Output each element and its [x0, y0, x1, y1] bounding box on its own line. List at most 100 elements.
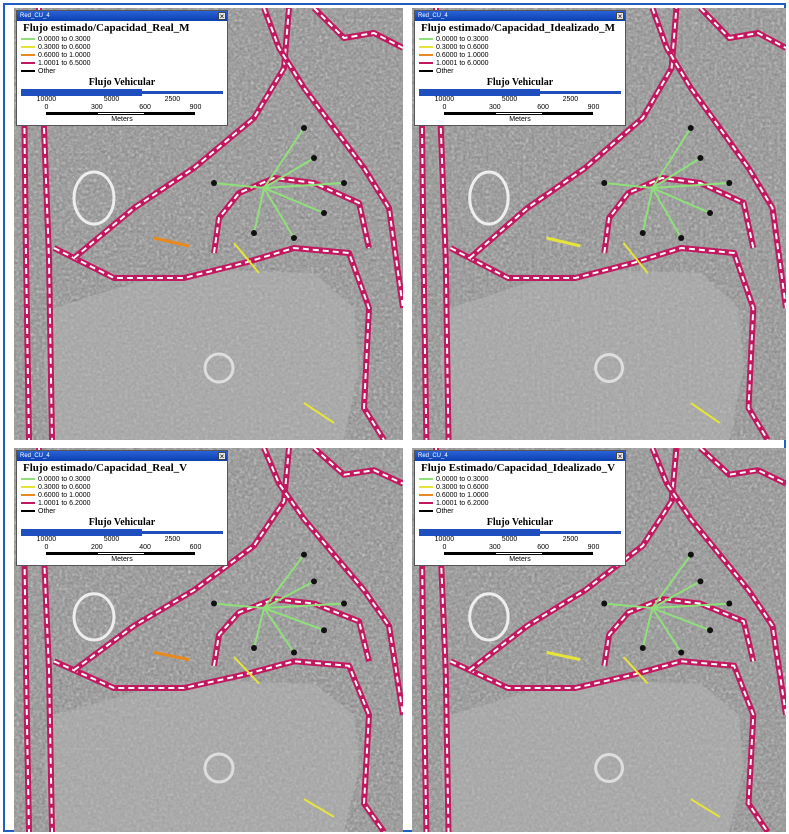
- legend-swatch: [21, 38, 35, 40]
- distance-label: 600: [139, 104, 151, 111]
- legend-window: Red_CU_4 ×Flujo estimado/Capacidad_Real_M…: [16, 10, 228, 126]
- scale-title: Flujo Vehicular: [415, 77, 625, 88]
- ruler-segment: [46, 112, 96, 115]
- node: [640, 645, 646, 651]
- node: [726, 601, 732, 607]
- legend-item: Other: [415, 507, 625, 515]
- flow-labels: 1000050002500: [415, 536, 625, 544]
- scale-title: Flujo Vehicular: [17, 77, 227, 88]
- scale-ruler: [415, 552, 625, 556]
- legend-label: 0.0000 to 0.3000: [38, 476, 91, 483]
- flow-label: 2500: [165, 96, 181, 103]
- legend-window: Red_CU_4×Flujo Estimado/Capacidad_Ideali…: [414, 450, 626, 566]
- legend-swatch: [21, 478, 35, 480]
- node: [321, 210, 327, 216]
- distance-labels: 0300600900: [415, 104, 625, 112]
- legend-item: 0.6000 to 1.0000: [415, 491, 625, 499]
- distance-label: 900: [588, 544, 600, 551]
- ruler-segment: [145, 112, 195, 115]
- ruler-segment: [495, 552, 543, 555]
- flow-label: 2500: [563, 96, 579, 103]
- node: [678, 649, 684, 655]
- node: [311, 155, 317, 161]
- map-panel: Red_CU_4×Flujo estimado/Capacidad_Ideali…: [412, 8, 786, 440]
- flow-label: 5000: [502, 536, 518, 543]
- ruler-segment: [495, 112, 543, 115]
- distance-label: 0: [442, 544, 446, 551]
- title-bar: Red_CU_4×: [17, 451, 227, 461]
- flow-bar: [21, 529, 223, 536]
- ruler-segment: [444, 552, 494, 555]
- legend-item: 0.0000 to 0.3000: [415, 35, 625, 43]
- flow-label: 10000: [435, 96, 454, 103]
- node: [341, 601, 347, 607]
- legend-item: 0.3000 to 0.6000: [17, 483, 227, 491]
- legend-title: Flujo estimado/Capacidad_Real_M: [17, 21, 227, 35]
- distance-unit: Meters: [415, 116, 625, 123]
- legend-label: Other: [436, 508, 454, 515]
- legend-swatch: [21, 62, 35, 64]
- node: [341, 180, 347, 186]
- distance-label: 0: [44, 544, 48, 551]
- node: [688, 125, 694, 131]
- node: [601, 180, 607, 186]
- node: [688, 552, 694, 558]
- node: [251, 645, 257, 651]
- legend-item: 0.6000 to 1.0000: [415, 51, 625, 59]
- node: [640, 230, 646, 236]
- legend-item: Other: [17, 507, 227, 515]
- flow-bar-thin: [419, 91, 621, 94]
- close-button[interactable]: ×: [616, 12, 624, 20]
- ruler-segment: [145, 552, 195, 555]
- distance-label: 600: [537, 104, 549, 111]
- distance-label: 200: [91, 544, 103, 551]
- title-bar: Red_CU_4×: [415, 451, 625, 461]
- node: [601, 601, 607, 607]
- legend-label: Other: [38, 508, 56, 515]
- close-button[interactable]: ×: [218, 452, 226, 460]
- page: Red_CU_4×Flujo estimado/Capacidad_Real_M…: [0, 0, 789, 834]
- distance-unit: Meters: [415, 556, 625, 563]
- legend-item: 1.0001 to 6.2000: [415, 499, 625, 507]
- legend-item: Other: [17, 67, 227, 75]
- node: [211, 180, 217, 186]
- legend-title: Flujo estimado/Capacidad_Idealizado_M: [415, 21, 625, 35]
- map-panel: Red_CU_4 ×Flujo estimado/Capacidad_Real_M…: [14, 8, 403, 440]
- scale-title: Flujo Vehicular: [17, 517, 227, 528]
- ruler-segment: [97, 552, 145, 555]
- node: [726, 180, 732, 186]
- close-button[interactable]: ×: [616, 452, 624, 460]
- distance-label: 900: [190, 104, 202, 111]
- distance-label: 300: [91, 104, 103, 111]
- distance-label: 600: [190, 544, 202, 551]
- window-title: Red_CU_4: [20, 13, 50, 19]
- legend-item: 0.0000 to 0.3000: [17, 475, 227, 483]
- legend-label: 0.3000 to 0.6000: [436, 44, 489, 51]
- legend-item: 0.3000 to 0.6000: [415, 483, 625, 491]
- flow-bar: [419, 89, 621, 96]
- flow-bar-thin: [419, 531, 621, 534]
- node: [301, 125, 307, 131]
- legend-label: 0.6000 to 1.0000: [38, 492, 91, 499]
- distance-labels: 0200400600: [17, 544, 227, 552]
- legend-label: 0.3000 to 0.6000: [38, 484, 91, 491]
- legend-title: Flujo Estimado/Capacidad_Idealizado_V: [415, 461, 625, 475]
- flow-bar: [419, 529, 621, 536]
- scale-ruler: [415, 112, 625, 116]
- legend-swatch: [419, 510, 433, 512]
- legend-label: 0.6000 to 1.0000: [436, 52, 489, 59]
- legend-swatch: [419, 46, 433, 48]
- flow-label: 2500: [165, 536, 181, 543]
- distance-labels: 0300600900: [415, 544, 625, 552]
- close-button[interactable]: ×: [218, 12, 226, 20]
- legend-item: 1.0001 to 6.2000: [17, 499, 227, 507]
- legend-item: 0.3000 to 0.6000: [415, 43, 625, 51]
- distance-label: 900: [588, 104, 600, 111]
- legend-item: 0.6000 to 1.0000: [17, 51, 227, 59]
- legend-swatch: [419, 70, 433, 72]
- legend-label: Other: [38, 68, 56, 75]
- legend-label: 1.0001 to 6.0000: [436, 60, 489, 67]
- flow-label: 10000: [37, 536, 56, 543]
- distance-label: 300: [489, 104, 501, 111]
